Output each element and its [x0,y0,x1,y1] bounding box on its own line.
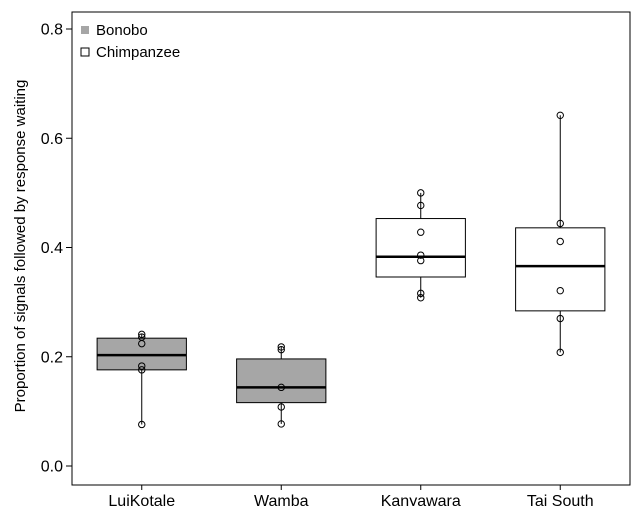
box-iqr [236,358,327,404]
y-tick-label: 0.4 [41,240,63,257]
plot-frame [71,11,631,486]
data-point [277,343,285,351]
legend-swatch [80,47,90,57]
data-point [556,314,564,323]
data-point [138,366,146,374]
y-axis-title: Proportion of signals followed by respon… [12,80,29,413]
data-point [417,228,425,236]
data-point [556,286,564,295]
data-point [138,420,146,429]
data-point [556,348,564,357]
data-point [417,189,425,197]
data-point [277,345,285,354]
data-point [277,403,285,411]
box-iqr [515,227,606,312]
y-axis: 0.0 0.2 0.4 0.6 0.8 [41,22,72,476]
box-group [96,330,187,429]
legend-label: Chimpanzee [96,44,180,61]
data-point [556,219,564,228]
box-group [375,189,466,302]
boxes-layer [96,111,606,429]
data-point [417,289,425,298]
box-iqr [375,218,466,278]
y-tick-label: 0.2 [41,349,63,366]
data-point [556,237,564,246]
x-category-label: Kanyawara [381,493,461,506]
data-point [138,333,146,341]
x-category-label: Wamba [254,493,309,506]
y-tick-label: 0.6 [41,131,63,148]
x-axis: LuiKotale Wamba Kanyawara Tai South [108,485,594,506]
x-category-label: LuiKotale [108,493,175,506]
legend-swatch [81,26,89,34]
data-point [417,201,425,210]
plot-border [71,11,631,486]
box-group [236,343,327,428]
data-point [138,330,146,339]
data-point [417,294,425,302]
box-group [515,111,606,357]
x-category-label: Tai South [527,493,594,506]
legend: Bonobo Chimpanzee [80,22,180,61]
data-point [277,420,285,428]
data-point [417,251,425,259]
data-point [138,362,146,370]
y-tick-label: 0.8 [41,22,63,39]
data-point [556,111,564,120]
data-point [417,256,425,265]
data-point [277,383,285,392]
y-tick-label: 0.0 [41,459,63,476]
legend-label: Bonobo [96,22,148,39]
